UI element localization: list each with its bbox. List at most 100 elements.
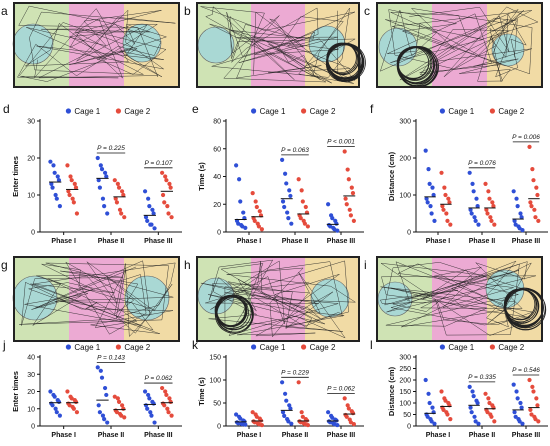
data-point: [342, 396, 347, 401]
chart-d: d 0 10 20 30 Enter times Phase I Phase II Phase …: [3, 102, 182, 245]
data-point: [444, 211, 449, 216]
zone-middle: [251, 257, 305, 341]
data-point: [448, 222, 453, 227]
data-point: [344, 414, 349, 419]
data-point: [350, 411, 356, 416]
y-axis-label: Distance (cm): [387, 366, 396, 416]
data-point: [425, 200, 430, 205]
data-point: [432, 421, 437, 426]
data-point: [150, 207, 155, 212]
data-point: [305, 422, 310, 428]
data-point: [487, 400, 492, 406]
data-point: [511, 189, 516, 194]
panel-label: f: [370, 102, 374, 116]
y-tick-label: 200: [399, 378, 411, 385]
dense-trajectory: [503, 287, 547, 331]
data-point: [166, 410, 171, 415]
tracking-panel-i: i: [364, 256, 547, 342]
data-point: [145, 218, 150, 223]
data-point: [519, 405, 524, 410]
y-tick-label: 100: [399, 401, 411, 408]
data-point: [296, 177, 301, 182]
data-point: [147, 396, 152, 401]
legend-marker: [301, 108, 307, 114]
data-point: [429, 211, 434, 216]
data-point: [99, 167, 105, 172]
data-point: [430, 405, 435, 410]
y-tick-label: 0: [217, 424, 221, 431]
y-tick-label: 30: [27, 119, 35, 126]
data-point: [531, 178, 536, 183]
data-point: [475, 204, 480, 209]
data-point: [165, 406, 170, 411]
data-point: [486, 396, 491, 401]
chart-k: k 0 50 100 150 Time (s) Phase I Phase II Phase I…: [192, 338, 364, 439]
p-value: P = 0.225: [97, 145, 125, 152]
data-point: [447, 200, 452, 205]
data-point: [115, 396, 120, 401]
data-point: [511, 382, 516, 387]
data-point: [243, 422, 248, 427]
data-point: [483, 181, 488, 186]
data-point: [342, 149, 347, 154]
data-point: [285, 210, 290, 215]
data-point: [529, 412, 534, 417]
data-point: [151, 401, 156, 406]
y-tick-label: 300: [399, 355, 411, 362]
data-point: [142, 189, 148, 194]
data-point: [470, 181, 475, 186]
data-point: [50, 403, 55, 408]
data-point: [163, 389, 168, 394]
data-point: [100, 196, 106, 201]
data-point: [241, 210, 246, 215]
legend-label: Cage 1: [74, 107, 100, 116]
data-point: [448, 417, 453, 422]
y-tick-label: 60: [213, 146, 221, 153]
data-point: [533, 215, 538, 220]
data-point: [97, 410, 102, 415]
y-tick-label: 200: [399, 156, 411, 163]
data-point: [117, 207, 123, 212]
data-point: [441, 407, 446, 412]
data-point: [426, 167, 431, 172]
data-point: [467, 170, 472, 175]
x-tick-label: Phase III: [512, 238, 540, 245]
data-point: [160, 385, 165, 391]
data-point: [475, 400, 480, 406]
data-point: [57, 204, 62, 209]
data-point: [114, 410, 120, 415]
data-point: [530, 167, 535, 172]
data-point: [512, 218, 517, 223]
data-point: [424, 196, 429, 201]
x-tick-label: Phase III: [144, 432, 172, 439]
data-point: [102, 204, 107, 209]
arena-border: [13, 2, 180, 88]
x-tick-label: Phase III: [144, 238, 172, 245]
data-point: [54, 410, 59, 415]
data-point: [51, 163, 56, 168]
data-point: [56, 399, 62, 404]
data-point: [119, 211, 124, 216]
data-point: [168, 185, 173, 190]
data-point: [528, 200, 533, 205]
data-point: [440, 204, 445, 209]
panel-label: l: [370, 338, 373, 352]
data-point: [348, 213, 353, 218]
data-point: [427, 181, 432, 186]
data-point: [298, 216, 303, 221]
data-point: [345, 403, 350, 408]
chamber-2: [122, 23, 162, 63]
data-point: [518, 400, 523, 406]
panel-label: i: [364, 258, 367, 272]
data-point: [121, 406, 126, 411]
p-value: P = 0.335: [468, 374, 496, 381]
trajectory: [379, 260, 536, 336]
y-tick-label: 0: [31, 230, 35, 237]
data-point: [73, 399, 79, 404]
data-point: [142, 389, 148, 394]
data-point: [100, 413, 106, 418]
data-point: [122, 215, 127, 220]
data-point: [486, 189, 491, 194]
panel-label: b: [184, 4, 191, 18]
